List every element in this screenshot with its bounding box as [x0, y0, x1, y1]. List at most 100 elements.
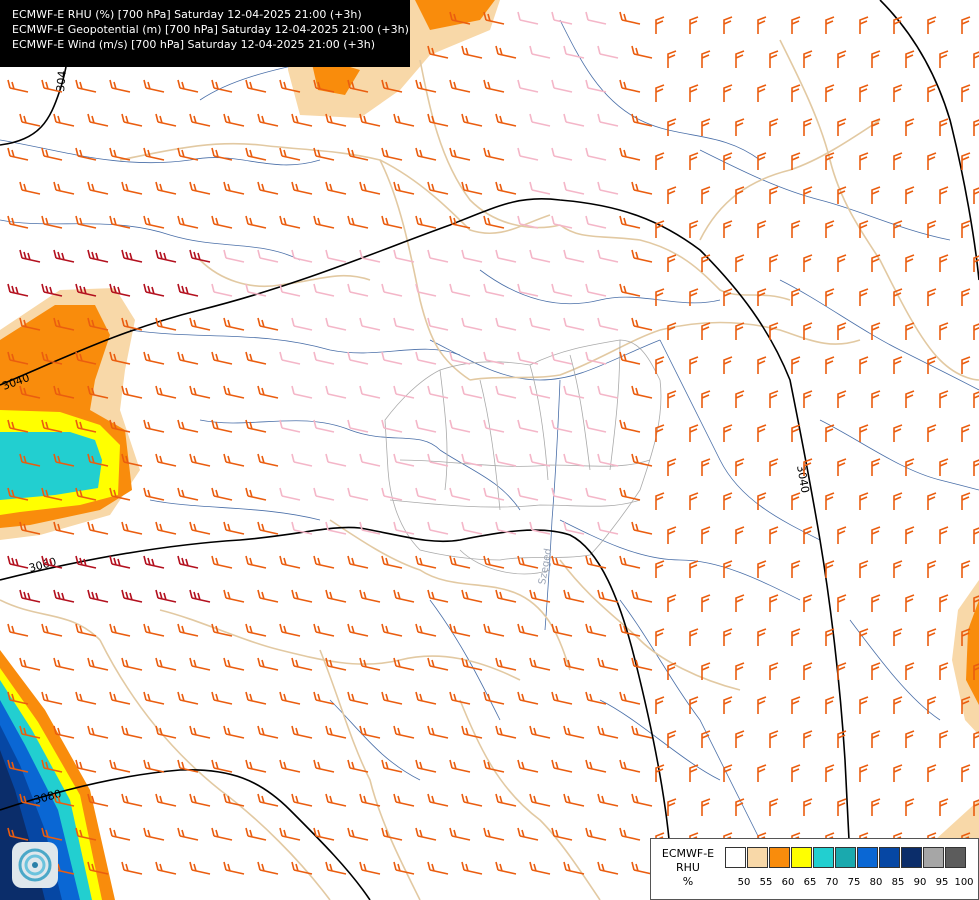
wind-barb — [563, 113, 585, 127]
wind-barb — [121, 385, 143, 399]
wind-barb — [551, 759, 573, 773]
wind-barb — [735, 730, 745, 748]
wind-barb — [87, 793, 109, 807]
wind-barb — [359, 521, 381, 535]
wind-barb — [667, 186, 677, 204]
wind-barb — [347, 487, 369, 501]
wind-barb — [325, 113, 347, 127]
wind-barb — [905, 390, 915, 408]
wind-barb — [529, 385, 551, 399]
wind-barb — [859, 696, 869, 714]
wind-barb — [393, 521, 415, 535]
wind-barb — [359, 385, 381, 399]
wind-barb — [689, 424, 699, 442]
wind-barb — [529, 657, 551, 671]
wind-barb — [585, 623, 607, 637]
wind-barb — [449, 555, 471, 569]
wind-barb — [825, 492, 835, 510]
wind-barb — [347, 827, 369, 841]
wind-barb — [223, 249, 245, 263]
wind-barb — [211, 555, 233, 569]
wind-barb — [631, 725, 653, 739]
wind-barb — [75, 419, 97, 433]
wind-barb — [245, 691, 267, 705]
wind-barb — [973, 799, 979, 816]
wind-barb — [291, 657, 313, 671]
wind-barb — [257, 521, 279, 535]
wind-barb — [257, 249, 279, 263]
wind-barb — [449, 419, 471, 433]
wind-barb — [393, 453, 415, 467]
wind-barb — [927, 492, 937, 510]
wind-barb — [529, 793, 551, 807]
wind-barb — [325, 453, 347, 467]
wind-barb — [701, 458, 711, 476]
wind-barb — [41, 79, 63, 93]
wind-barb — [359, 181, 381, 195]
wind-barb — [109, 79, 131, 93]
wind-barb — [735, 458, 745, 476]
wind-barb — [517, 147, 539, 161]
wind-barb — [177, 215, 199, 229]
wind-barb — [689, 288, 699, 306]
wind-barb — [495, 793, 517, 807]
wind-barb — [121, 793, 143, 807]
wind-barb — [973, 731, 979, 748]
wind-barb — [143, 351, 165, 365]
wind-barb — [893, 152, 903, 170]
wind-barb — [279, 419, 301, 433]
wind-barb — [427, 521, 449, 535]
wind-barb — [769, 50, 779, 68]
wind-barb — [791, 492, 801, 510]
wind-barb — [769, 662, 779, 680]
wind-barb — [155, 725, 177, 739]
wind-barb — [87, 453, 109, 467]
legend-swatch — [879, 847, 900, 868]
legend-unit: % — [682, 875, 694, 888]
wind-barb — [121, 249, 143, 263]
wind-barb — [87, 725, 109, 739]
wind-barb — [619, 351, 641, 365]
wind-barb — [757, 764, 767, 782]
wind-barb — [7, 351, 29, 365]
wind-barb — [257, 317, 279, 331]
wind-barb — [667, 322, 677, 340]
wind-barb — [905, 254, 915, 272]
wind-barb — [415, 759, 437, 773]
wind-barb — [927, 696, 937, 714]
wind-barb — [551, 283, 573, 297]
wind-barb — [655, 560, 665, 578]
wind-barb — [121, 113, 143, 127]
wind-barb — [359, 793, 381, 807]
wind-barb — [87, 657, 109, 671]
legend-swatch — [901, 847, 922, 868]
wind-barb — [859, 764, 869, 782]
wind-barb — [551, 419, 573, 433]
wind-barb — [313, 351, 335, 365]
wind-barb — [189, 181, 211, 195]
wind-barb — [177, 827, 199, 841]
wind-barb — [961, 84, 971, 102]
wind-barb — [619, 827, 641, 841]
wind-barb — [415, 79, 437, 93]
wind-barb — [563, 657, 585, 671]
wind-barb — [87, 249, 109, 263]
wind-barb — [961, 628, 971, 646]
wind-barb — [529, 589, 551, 603]
wind-barb — [495, 317, 517, 331]
wind-barb — [415, 827, 437, 841]
wind-barb — [825, 220, 835, 238]
wind-barb — [313, 827, 335, 841]
wind-barb — [837, 526, 847, 544]
legend-tick: 80 — [869, 877, 883, 888]
wind-barb — [769, 390, 779, 408]
wind-barb — [563, 589, 585, 603]
wind-barb — [155, 453, 177, 467]
wind-barb — [143, 215, 165, 229]
wind-barb — [791, 696, 801, 714]
wind-barb — [689, 492, 699, 510]
wind-barb — [939, 662, 949, 680]
wind-barb — [689, 220, 699, 238]
wind-barb — [927, 288, 937, 306]
wind-barb — [939, 730, 949, 748]
